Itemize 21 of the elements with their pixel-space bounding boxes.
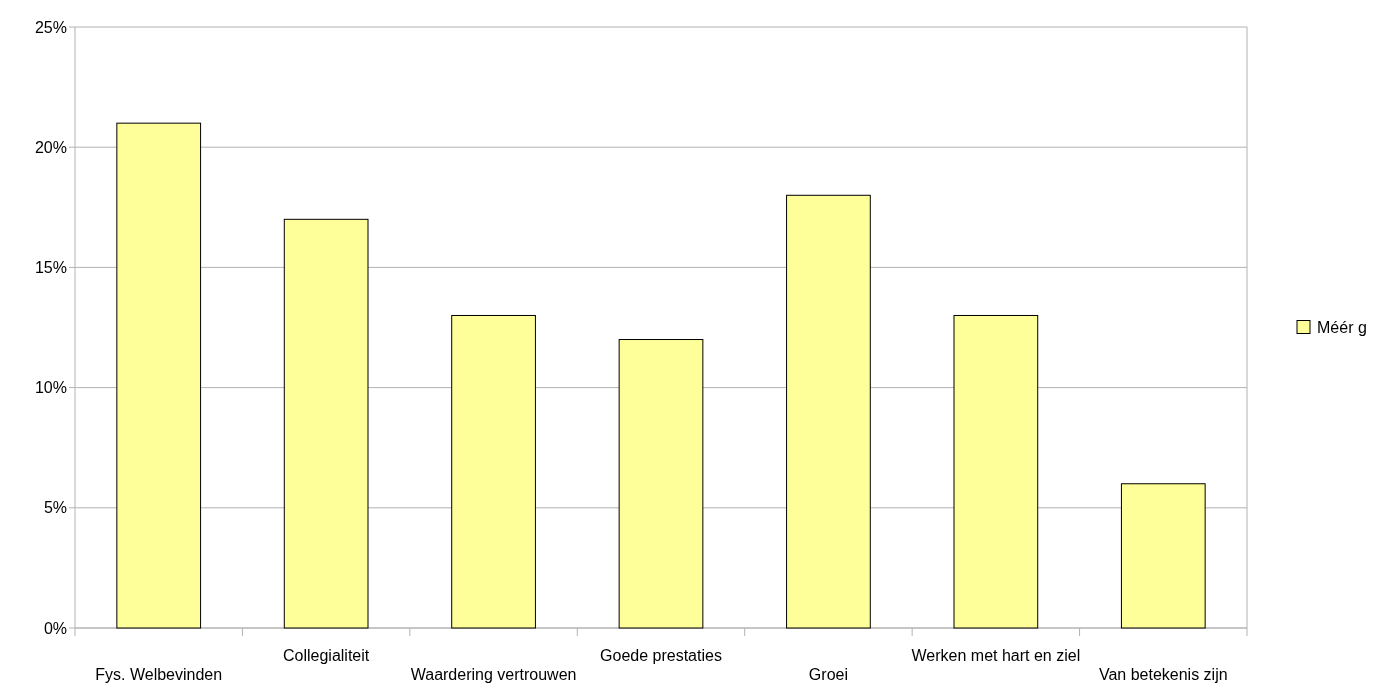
x-tick-label: Fys. Welbevinden [95,666,223,683]
bar [283,218,369,629]
bar [1120,483,1206,629]
y-tick-label: 15% [34,259,67,276]
y-tick-label: 20% [34,138,67,156]
x-tick-label: Van betekenis zijn [1098,666,1228,683]
x-tick-label: Collegialiteit [283,647,370,664]
bar [953,314,1039,629]
bar [786,194,871,629]
x-tick-label: Goede prestaties [600,647,722,664]
bar [116,122,202,629]
y-tick-label: 0% [43,619,67,637]
x-tick-label: Waardering vertrouwen [410,666,577,683]
y-tick-label: 5% [43,499,67,517]
y-tick-label: 10% [34,379,67,397]
y-tick-label: 25% [34,18,67,36]
x-tick-label: Groei [808,666,848,683]
bar [451,314,536,629]
bar [618,339,704,629]
x-tick-label: Werken met hart en ziel [911,647,1081,664]
legend-label: Méér g [1317,319,1367,337]
